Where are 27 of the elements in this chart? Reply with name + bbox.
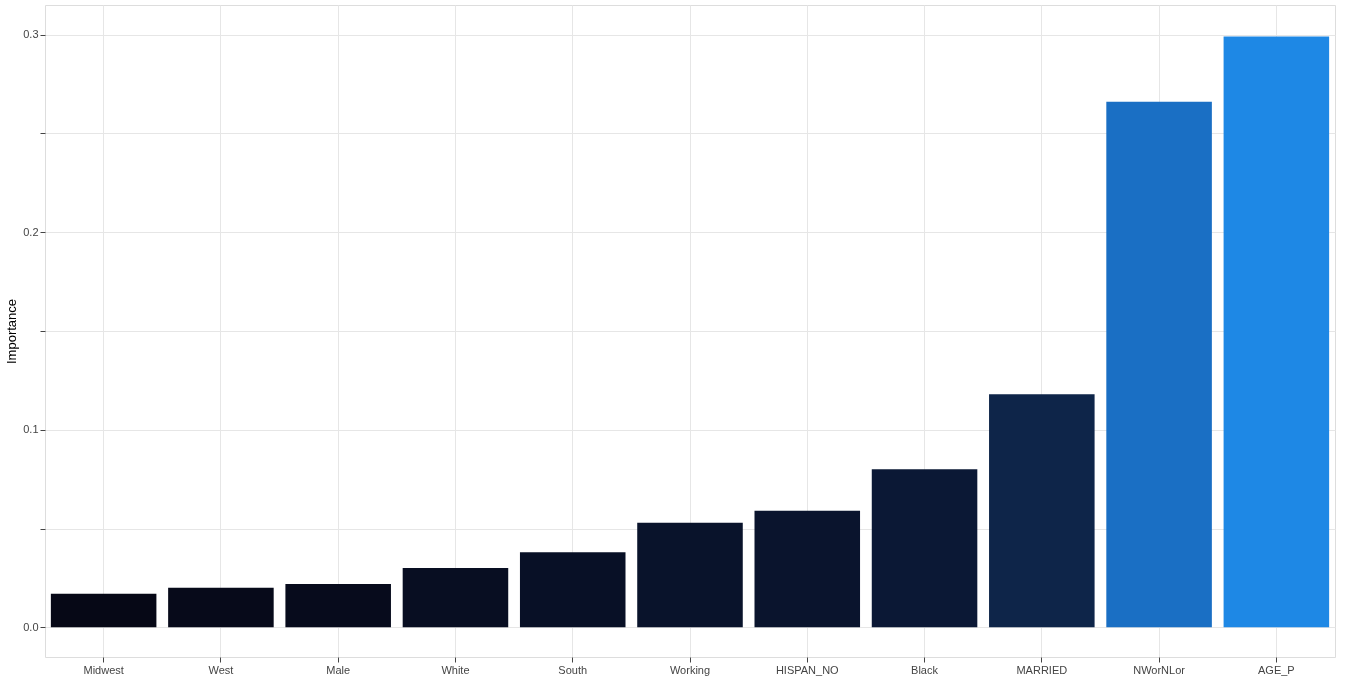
y-axis-title: Importance	[4, 298, 20, 365]
x-tick-label: White	[441, 663, 470, 676]
bar	[285, 583, 391, 628]
bar	[519, 552, 626, 628]
bar	[989, 394, 1095, 628]
x-tick-label: West	[208, 663, 234, 676]
y-tick-label: 0.1	[23, 423, 39, 436]
bar	[168, 587, 274, 628]
x-tick-label: Male	[326, 663, 351, 676]
x-tick-label: South	[558, 663, 588, 676]
bar	[1223, 36, 1330, 628]
x-tick-label: MARRIED	[1016, 663, 1068, 676]
y-tick-label: 0.2	[23, 225, 39, 238]
x-tick-label: NWorNLor	[1133, 663, 1186, 676]
bar	[402, 568, 509, 628]
bar	[1106, 101, 1212, 628]
bar	[871, 469, 978, 628]
bar	[637, 522, 743, 628]
x-tick-label: Midwest	[83, 663, 124, 676]
x-tick-label: Working	[669, 663, 711, 676]
bar	[50, 593, 157, 628]
x-tick-label: AGE_P	[1258, 663, 1295, 676]
bar	[754, 510, 861, 628]
x-tick-label: Black	[911, 663, 939, 676]
y-tick-label: 0.0	[23, 620, 39, 633]
x-tick-label: HISPAN_NO	[775, 663, 840, 676]
y-tick-label: 0.3	[23, 28, 39, 41]
